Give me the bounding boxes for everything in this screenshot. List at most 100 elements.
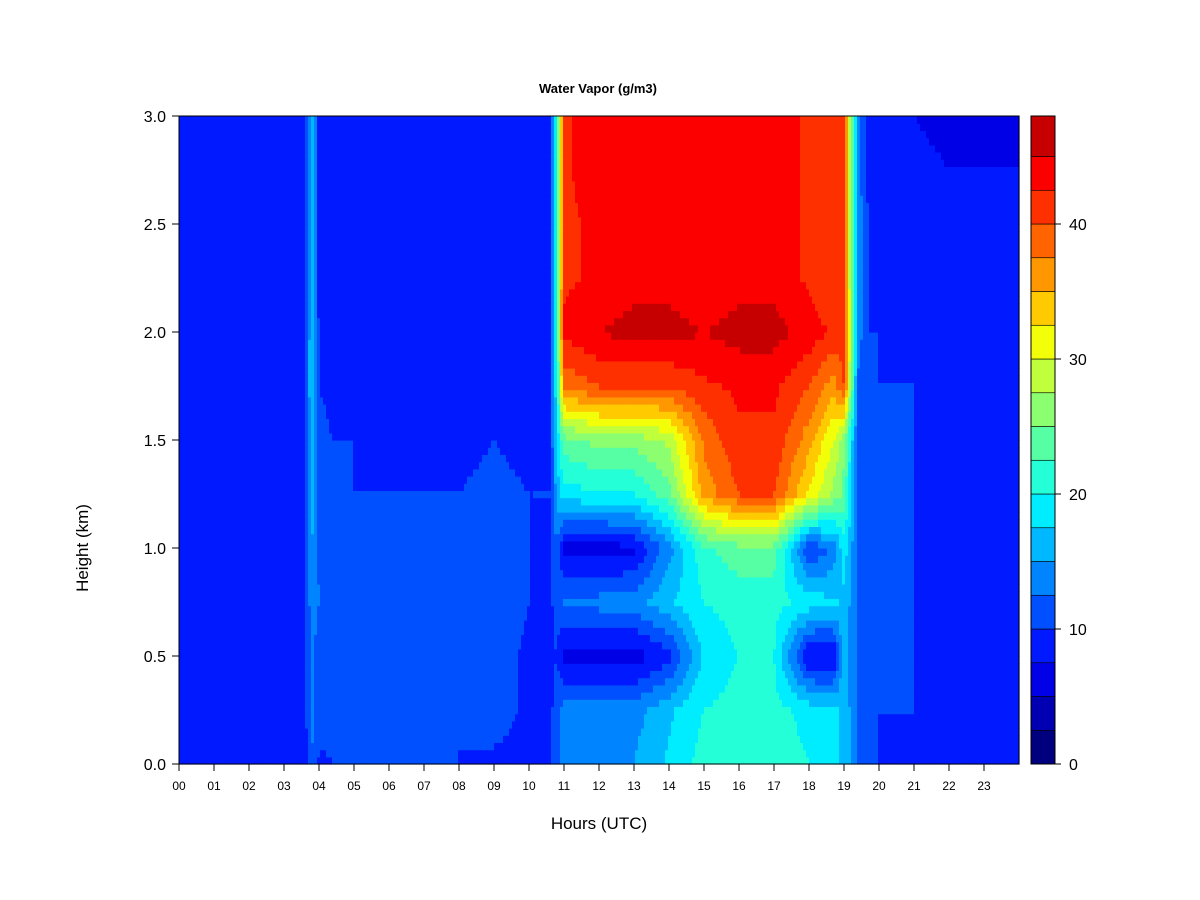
heatmap-cell	[905, 728, 909, 736]
heatmap-cell	[236, 749, 240, 758]
heatmap-cell	[557, 692, 561, 700]
heatmap-cell	[875, 742, 879, 751]
heatmap-cell	[245, 684, 249, 693]
heatmap-cell	[428, 699, 432, 707]
heatmap-cell	[899, 684, 903, 693]
heatmap-cell	[251, 677, 255, 686]
heatmap-cell	[863, 749, 867, 758]
heatmap-cell	[812, 706, 816, 715]
heatmap-cell	[689, 684, 693, 693]
heatmap-cell	[284, 720, 288, 729]
heatmap-cell	[950, 728, 954, 736]
heatmap-cell	[395, 684, 399, 693]
heatmap-cell	[263, 728, 267, 736]
heatmap-cell	[686, 713, 690, 722]
heatmap-cell	[1016, 713, 1020, 722]
heatmap-cell	[530, 756, 534, 765]
heatmap-cell	[404, 699, 408, 707]
heatmap-cell	[758, 756, 762, 765]
heatmap-cell	[722, 735, 726, 743]
heatmap-cell	[920, 684, 924, 693]
heatmap-cell	[371, 699, 375, 707]
heatmap-cell	[440, 728, 444, 736]
heatmap-cell	[404, 728, 408, 736]
heatmap-cell	[950, 749, 954, 758]
heatmap-cell	[362, 756, 366, 765]
heatmap-cell	[188, 720, 192, 729]
heatmap-cell	[683, 692, 687, 700]
heatmap-cell	[749, 720, 753, 729]
heatmap-cell	[767, 749, 771, 758]
heatmap-cell	[455, 749, 459, 758]
heatmap-cell	[533, 742, 537, 751]
heatmap-cell	[989, 756, 993, 765]
heatmap-cell	[203, 713, 207, 722]
heatmap-cell	[245, 677, 249, 686]
heatmap-cell	[224, 684, 228, 693]
heatmap-cell	[356, 749, 360, 758]
heatmap-cell	[866, 713, 870, 722]
heatmap-cell	[539, 749, 543, 758]
heatmap-cell	[740, 735, 744, 743]
heatmap-cell	[908, 699, 912, 707]
heatmap-cell	[317, 742, 321, 751]
heatmap-cell	[236, 699, 240, 707]
heatmap-cell	[890, 692, 894, 700]
heatmap-cell	[362, 749, 366, 758]
heatmap-cell	[770, 742, 774, 751]
heatmap-cell	[422, 699, 426, 707]
heatmap-cell	[194, 720, 198, 729]
heatmap-cell	[692, 742, 696, 751]
heatmap-cell	[620, 742, 624, 751]
heatmap-cell	[653, 749, 657, 758]
heatmap-cell	[212, 735, 216, 743]
heatmap-cell	[188, 728, 192, 736]
heatmap-cell	[845, 706, 849, 715]
heatmap-cell	[824, 742, 828, 751]
heatmap-cell	[233, 706, 237, 715]
heatmap-cell	[950, 735, 954, 743]
heatmap-cell	[461, 728, 465, 736]
heatmap-cell	[749, 713, 753, 722]
heatmap-cell	[317, 713, 321, 722]
heatmap-cell	[482, 706, 486, 715]
heatmap-cell	[917, 749, 921, 758]
heatmap-cell	[893, 735, 897, 743]
heatmap-cell	[224, 677, 228, 686]
heatmap-cell	[797, 684, 801, 693]
heatmap-cell	[986, 692, 990, 700]
heatmap-cell	[710, 720, 714, 729]
heatmap-cell	[707, 684, 711, 693]
heatmap-cell	[422, 720, 426, 729]
heatmap-cell	[839, 728, 843, 736]
heatmap-cell	[809, 713, 813, 722]
heatmap-cell	[356, 713, 360, 722]
heatmap-cell	[1010, 742, 1014, 751]
heatmap-cell	[551, 735, 555, 743]
heatmap-cell	[632, 742, 636, 751]
heatmap-cell	[605, 713, 609, 722]
heatmap-cell	[389, 684, 393, 693]
heatmap-cell	[896, 735, 900, 743]
heatmap-cell	[755, 699, 759, 707]
heatmap-cell	[692, 713, 696, 722]
heatmap-cell	[569, 699, 573, 707]
heatmap-cell	[341, 677, 345, 686]
heatmap-cell	[701, 706, 705, 715]
heatmap-cell	[227, 699, 231, 707]
heatmap-cell	[827, 692, 831, 700]
heatmap-cell	[461, 692, 465, 700]
heatmap-cell	[464, 699, 468, 707]
heatmap-cell	[341, 699, 345, 707]
heatmap-cell	[392, 699, 396, 707]
heatmap-cell	[629, 735, 633, 743]
heatmap-cell	[182, 677, 186, 686]
heatmap-cell	[890, 735, 894, 743]
heatmap-cell	[746, 749, 750, 758]
heatmap-cell	[926, 720, 930, 729]
heatmap-cell	[917, 735, 921, 743]
heatmap-cell	[518, 720, 522, 729]
heatmap-cell	[521, 720, 525, 729]
heatmap-cell	[512, 713, 516, 722]
heatmap-cell	[569, 749, 573, 758]
